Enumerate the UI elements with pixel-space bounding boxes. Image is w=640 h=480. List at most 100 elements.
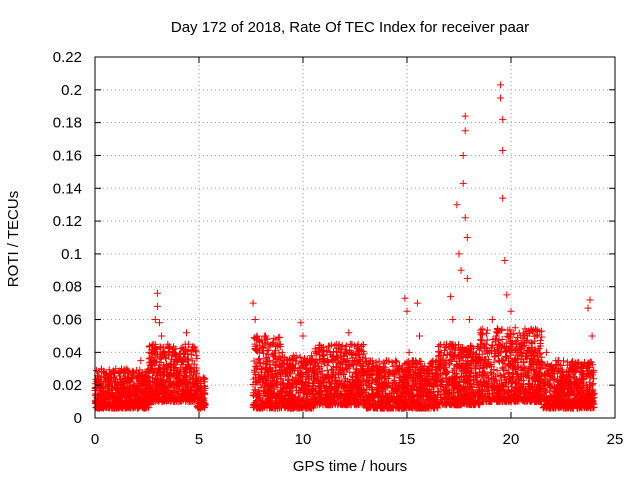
data-point — [590, 366, 598, 374]
data-point — [338, 382, 346, 390]
data-point — [285, 389, 293, 396]
data-point — [496, 358, 503, 366]
data-point — [471, 388, 479, 396]
data-point — [586, 371, 594, 378]
data-point — [368, 364, 376, 372]
data-point — [292, 360, 300, 368]
data-point — [554, 398, 562, 406]
data-point — [435, 387, 443, 395]
data-point — [346, 340, 354, 348]
data-point — [355, 345, 363, 353]
data-point — [525, 346, 533, 354]
data-point — [347, 392, 355, 400]
data-point — [378, 404, 386, 412]
data-point — [534, 358, 542, 366]
data-point — [589, 361, 597, 369]
data-point — [501, 378, 509, 386]
data-point — [587, 393, 595, 401]
data-point — [505, 373, 513, 381]
data-point — [271, 376, 279, 384]
data-point — [428, 358, 436, 366]
data-point — [254, 391, 262, 399]
data-point — [348, 350, 356, 358]
data-point — [520, 365, 528, 373]
data-point — [295, 395, 303, 403]
data-point — [325, 371, 332, 378]
data-point — [508, 374, 516, 382]
data-point — [395, 398, 403, 406]
data-point — [363, 370, 371, 378]
data-point — [410, 392, 418, 400]
data-point — [492, 385, 500, 393]
data-point — [97, 365, 105, 373]
data-point — [259, 359, 267, 367]
data-point — [326, 390, 334, 398]
data-point — [393, 385, 401, 393]
data-point — [261, 375, 269, 383]
data-point — [309, 369, 317, 377]
data-point — [174, 378, 182, 386]
data-point — [461, 379, 469, 386]
data-point — [258, 400, 265, 408]
data-point — [290, 364, 298, 372]
data-point — [583, 381, 591, 389]
data-point — [292, 373, 300, 381]
data-point — [146, 366, 154, 374]
data-point — [455, 401, 462, 409]
data-point — [495, 371, 503, 379]
data-point — [527, 358, 535, 366]
data-point — [446, 360, 454, 367]
grid-lines — [95, 57, 615, 418]
data-point — [310, 379, 318, 387]
data-point — [413, 404, 421, 412]
data-point — [274, 392, 282, 400]
data-point — [121, 372, 129, 380]
data-point — [319, 397, 327, 405]
data-point — [328, 380, 336, 388]
data-point — [423, 366, 431, 374]
data-point — [481, 344, 489, 352]
data-point — [356, 359, 364, 367]
data-point — [336, 349, 344, 357]
data-point — [346, 378, 354, 386]
data-point — [498, 336, 506, 343]
data-point — [413, 361, 421, 369]
data-point — [364, 360, 372, 368]
data-point — [262, 355, 270, 363]
data-point — [453, 373, 461, 381]
data-point — [325, 342, 332, 350]
data-point — [503, 332, 511, 340]
data-point — [500, 370, 508, 378]
data-point — [560, 394, 568, 401]
data-point — [255, 373, 263, 381]
data-point — [316, 355, 323, 363]
data-point — [554, 389, 562, 397]
data-point — [305, 382, 313, 390]
data-point — [160, 389, 168, 397]
data-point — [278, 360, 286, 367]
data-point — [550, 388, 558, 396]
data-point — [341, 346, 349, 354]
data-point — [116, 376, 124, 384]
data-point — [151, 397, 159, 405]
data-point — [517, 385, 525, 393]
data-point — [442, 377, 450, 385]
data-point — [251, 345, 259, 352]
data-point — [375, 357, 383, 365]
data-point — [170, 384, 178, 392]
data-point — [439, 400, 447, 408]
data-point — [515, 394, 523, 402]
data-point — [440, 362, 447, 370]
data-point — [566, 361, 574, 369]
data-point — [488, 394, 496, 402]
data-point — [464, 365, 472, 372]
data-point — [378, 398, 386, 406]
data-point — [588, 398, 596, 406]
data-point — [530, 332, 538, 340]
data-point — [167, 369, 175, 377]
data-point — [480, 362, 487, 370]
data-point — [517, 348, 525, 356]
data-point — [435, 363, 443, 371]
data-point — [530, 366, 538, 374]
data-point — [541, 402, 549, 410]
